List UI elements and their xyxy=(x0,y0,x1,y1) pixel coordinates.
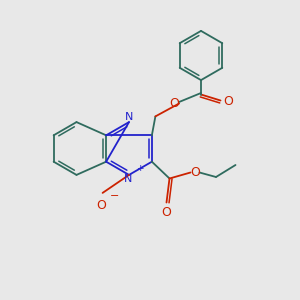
Text: −: − xyxy=(110,191,119,201)
Text: O: O xyxy=(161,206,171,218)
Text: +: + xyxy=(136,164,143,173)
Text: O: O xyxy=(190,166,200,179)
Text: N: N xyxy=(125,112,133,122)
Text: O: O xyxy=(96,199,106,212)
Text: N: N xyxy=(124,174,133,184)
Text: O: O xyxy=(170,97,179,110)
Text: O: O xyxy=(223,95,233,108)
